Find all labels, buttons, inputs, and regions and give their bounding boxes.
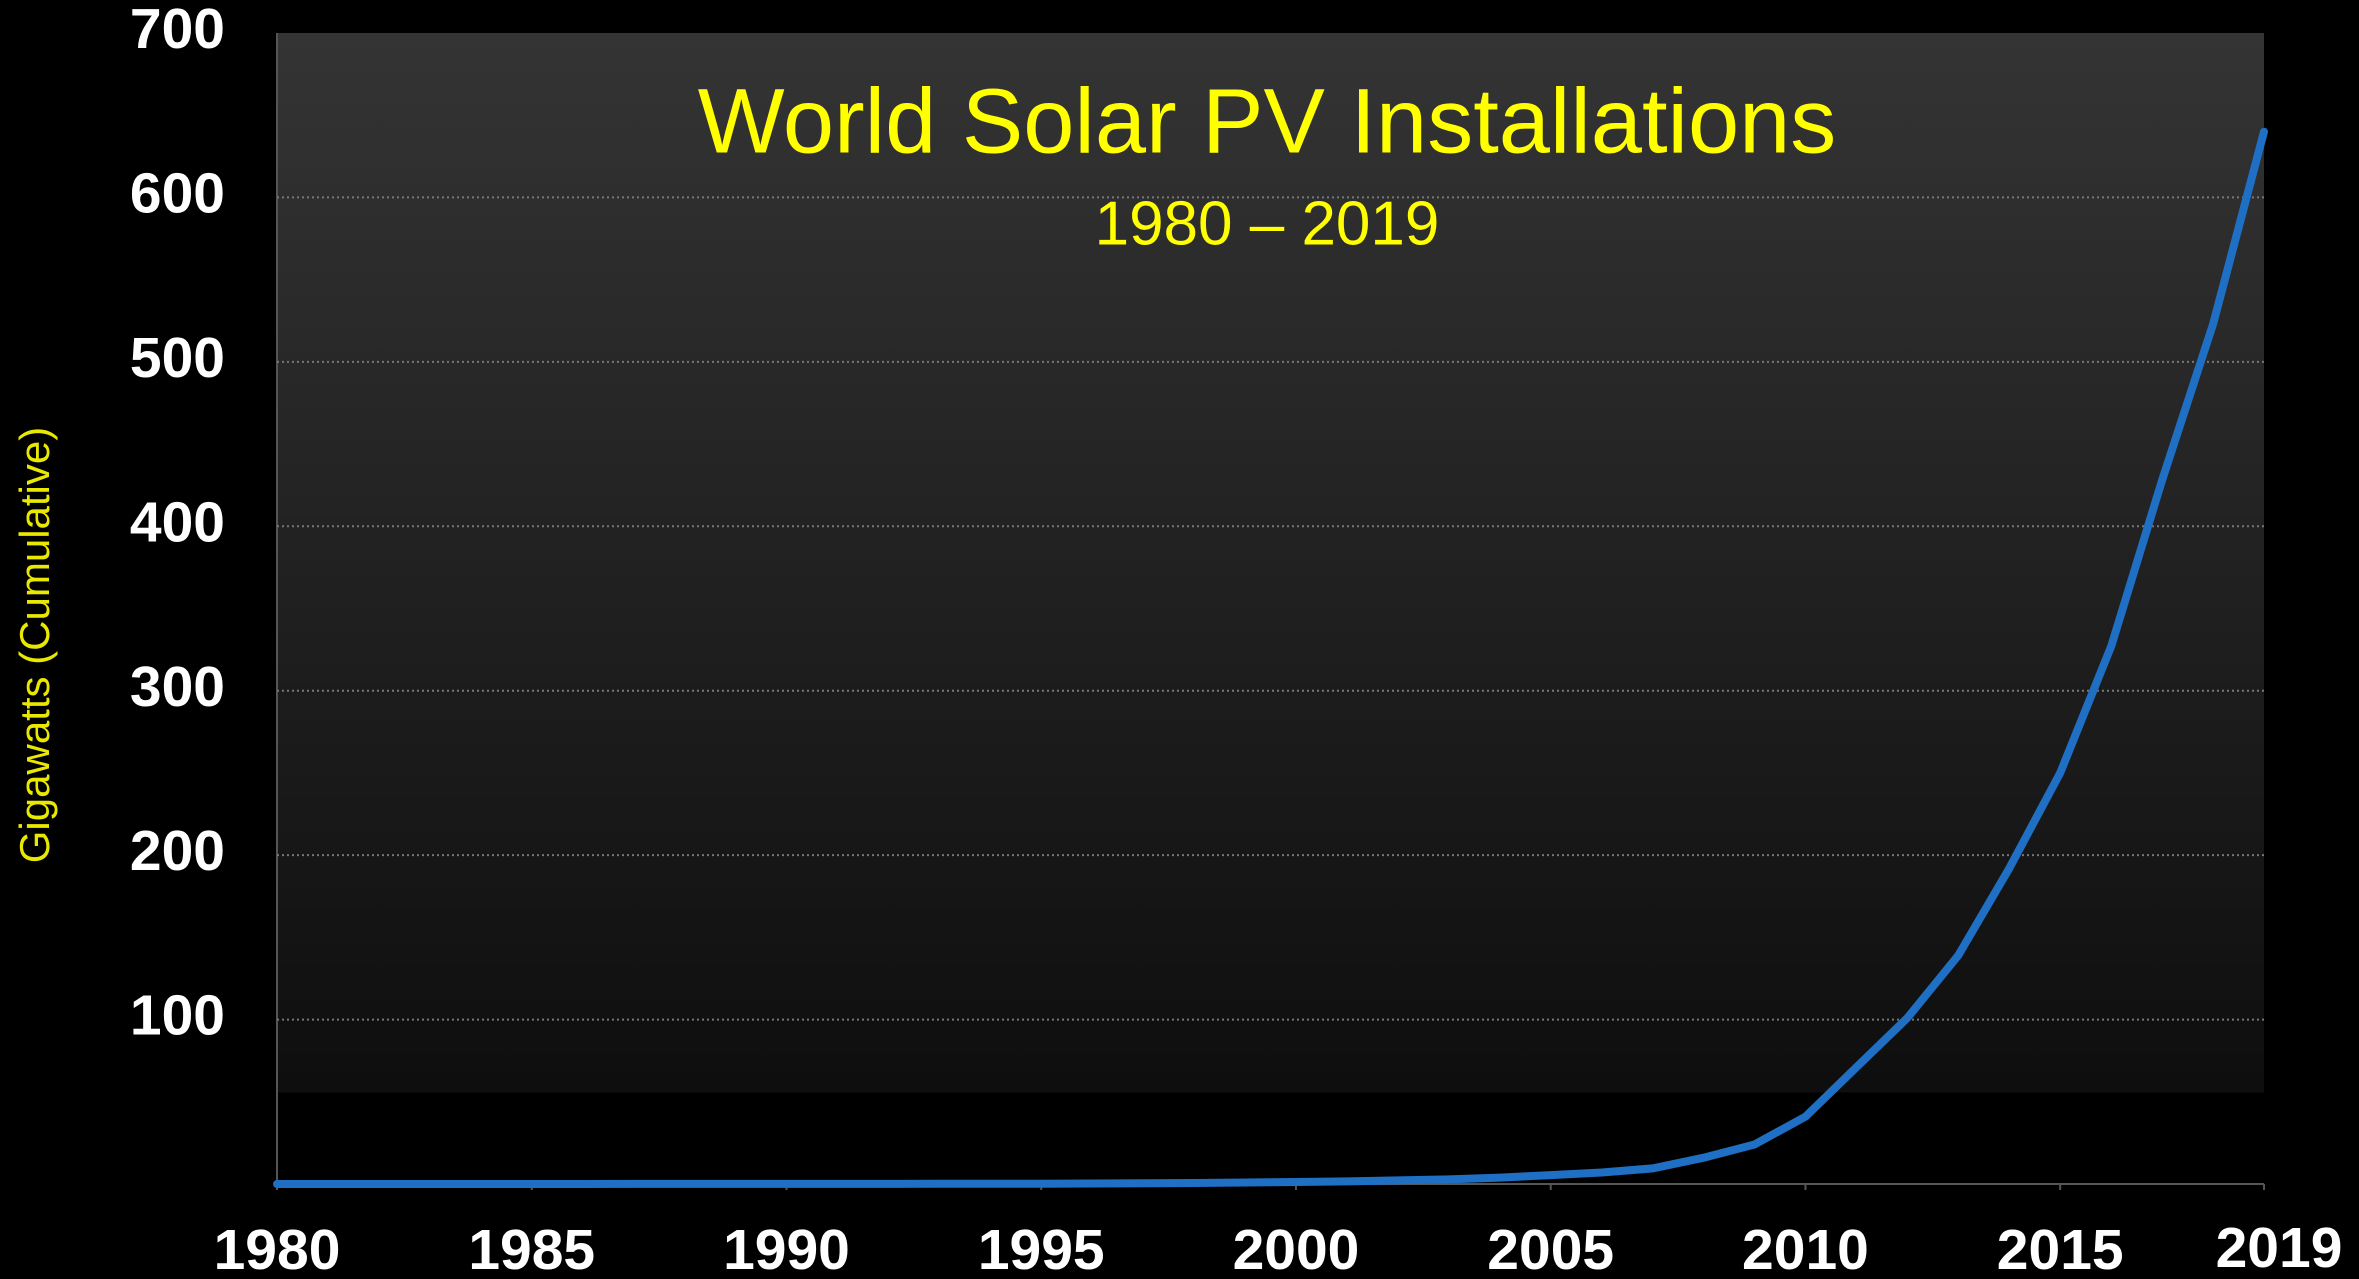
x-tick-label: 2000	[1233, 1218, 1360, 1279]
x-tick-label: 2015	[1997, 1218, 2124, 1279]
x-tick-label: 2019	[2216, 1216, 2343, 1279]
y-tick-label: 400	[130, 490, 225, 554]
y-axis-label: Gigawatts (Cumulative)	[11, 427, 58, 863]
x-tick-label: 1980	[214, 1218, 341, 1279]
y-tick-label: 600	[130, 161, 225, 225]
x-tick-label: 1985	[468, 1218, 595, 1279]
y-tick-label: 100	[130, 984, 225, 1048]
chart-subtitle: 1980 – 2019	[1095, 189, 1440, 258]
x-tick-label: 2005	[1487, 1218, 1614, 1279]
y-tick-label: 700	[130, 0, 225, 61]
x-tick-label: 1990	[723, 1218, 850, 1279]
x-tick-label: 1995	[978, 1218, 1105, 1279]
chart-title: World Solar PV Installations	[698, 70, 1837, 172]
data-line	[273, 127, 2268, 1188]
x-tick-label: 2010	[1742, 1218, 1869, 1279]
y-tick-label: 300	[130, 655, 225, 719]
y-tick-label: 500	[130, 326, 225, 390]
y-tick-label: 200	[130, 819, 225, 883]
